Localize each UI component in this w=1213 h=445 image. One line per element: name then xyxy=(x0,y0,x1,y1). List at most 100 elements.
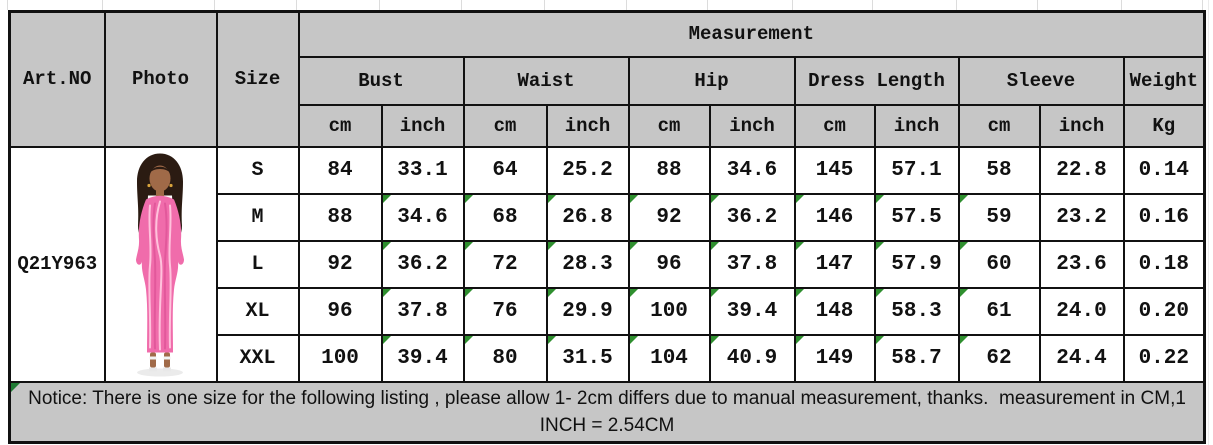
unit-cell: inch xyxy=(1038,103,1125,148)
unit-cell: cm xyxy=(462,103,548,148)
measurement-header: Measurement xyxy=(297,10,1206,58)
excel-flag-icon xyxy=(548,289,556,297)
excel-flag-icon xyxy=(711,242,719,250)
notice-text: Notice: There is one size for the follow… xyxy=(8,380,1206,444)
unit-cell: inch xyxy=(873,103,960,148)
value-cell: 23.6 xyxy=(1038,239,1125,289)
value-cell: 96 xyxy=(297,286,383,336)
excel-flag-icon xyxy=(630,336,638,344)
unit-cell: inch xyxy=(545,103,630,148)
unit-cell: cm xyxy=(957,103,1041,148)
value-cell: 0.20 xyxy=(1122,286,1206,336)
value-cell: 36.2 xyxy=(708,192,796,242)
excel-flag-icon xyxy=(711,336,719,344)
size-cell: XL xyxy=(215,286,300,336)
waist-header: Waist xyxy=(462,55,630,106)
excel-flag-icon xyxy=(960,289,968,297)
excel-flag-icon xyxy=(383,195,391,203)
unit-cell: Kg xyxy=(1122,103,1206,148)
excel-flag-icon xyxy=(876,195,884,203)
excel-flag-icon xyxy=(630,242,638,250)
excel-flag-icon xyxy=(711,195,719,203)
value-cell: 31.5 xyxy=(545,333,630,383)
dress-length-header: Dress Length xyxy=(793,55,960,106)
value-cell: 0.18 xyxy=(1122,239,1206,289)
excel-flag-icon xyxy=(796,336,804,344)
excel-flag-icon xyxy=(796,242,804,250)
value-cell: 57.9 xyxy=(873,239,960,289)
value-cell: 64 xyxy=(462,145,548,195)
size-cell: M xyxy=(215,192,300,242)
value-cell: 0.14 xyxy=(1122,145,1206,195)
value-cell: 26.8 xyxy=(545,192,630,242)
value-cell: 40.9 xyxy=(708,333,796,383)
excel-flag-icon xyxy=(383,242,391,250)
value-cell: 146 xyxy=(793,192,876,242)
value-cell: 80 xyxy=(462,333,548,383)
unit-cell: cm xyxy=(627,103,711,148)
size-header: Size xyxy=(215,10,300,148)
value-cell: 100 xyxy=(627,286,711,336)
value-cell: 24.4 xyxy=(1038,333,1125,383)
photo-header: Photo xyxy=(103,10,218,148)
value-cell: 76 xyxy=(462,286,548,336)
value-cell: 88 xyxy=(627,145,711,195)
size-cell: L xyxy=(215,239,300,289)
sheet-gridline-right xyxy=(1208,0,1209,445)
value-cell: 36.2 xyxy=(380,239,465,289)
excel-flag-icon xyxy=(548,195,556,203)
excel-flag-icon xyxy=(465,195,473,203)
value-cell: 39.4 xyxy=(708,286,796,336)
value-cell: 39.4 xyxy=(380,333,465,383)
excel-flag-icon xyxy=(796,195,804,203)
sheet-gridlines xyxy=(0,0,1213,10)
value-cell: 58 xyxy=(957,145,1041,195)
value-cell: 0.22 xyxy=(1122,333,1206,383)
value-cell: 60 xyxy=(957,239,1041,289)
excel-flag-icon xyxy=(876,336,884,344)
value-cell: 84 xyxy=(297,145,383,195)
excel-flag-icon xyxy=(630,195,638,203)
value-cell: 68 xyxy=(462,192,548,242)
value-cell: 25.2 xyxy=(545,145,630,195)
excel-flag-icon xyxy=(960,195,968,203)
unit-cell: cm xyxy=(297,103,383,148)
excel-flag-icon xyxy=(548,242,556,250)
excel-flag-icon xyxy=(465,242,473,250)
value-cell: 58.3 xyxy=(873,286,960,336)
unit-cell: cm xyxy=(793,103,876,148)
value-cell: 24.0 xyxy=(1038,286,1125,336)
value-cell: 59 xyxy=(957,192,1041,242)
value-cell: 147 xyxy=(793,239,876,289)
notice-line-2: INCH = 2.54CM xyxy=(539,414,675,436)
excel-flag-icon xyxy=(960,336,968,344)
value-cell: 100 xyxy=(297,333,383,383)
value-cell: 57.5 xyxy=(873,192,960,242)
model-photo-illustration xyxy=(135,153,184,376)
value-cell: 92 xyxy=(297,239,383,289)
size-cell: S xyxy=(215,145,300,195)
product-photo xyxy=(103,145,218,383)
excel-flag-icon xyxy=(630,289,638,297)
size-chart-table: Art.NO Photo Size Measurement Bust Waist… xyxy=(8,10,1207,444)
excel-flag-icon xyxy=(11,383,20,392)
value-cell: 37.8 xyxy=(380,286,465,336)
value-cell: 61 xyxy=(957,286,1041,336)
excel-flag-icon xyxy=(796,289,804,297)
unit-cell: inch xyxy=(708,103,796,148)
notice-line-1: Notice: There is one size for the follow… xyxy=(28,387,1186,409)
value-cell: 22.8 xyxy=(1038,145,1125,195)
weight-header: Weight xyxy=(1122,55,1206,106)
value-cell: 88 xyxy=(297,192,383,242)
value-cell: 149 xyxy=(793,333,876,383)
excel-flag-icon xyxy=(876,289,884,297)
value-cell: 148 xyxy=(793,286,876,336)
value-cell: 34.6 xyxy=(708,145,796,195)
value-cell: 34.6 xyxy=(380,192,465,242)
excel-flag-icon xyxy=(383,336,391,344)
value-cell: 92 xyxy=(627,192,711,242)
value-cell: 29.9 xyxy=(545,286,630,336)
excel-flag-icon xyxy=(383,289,391,297)
excel-flag-icon xyxy=(465,336,473,344)
sleeve-header: Sleeve xyxy=(957,55,1125,106)
